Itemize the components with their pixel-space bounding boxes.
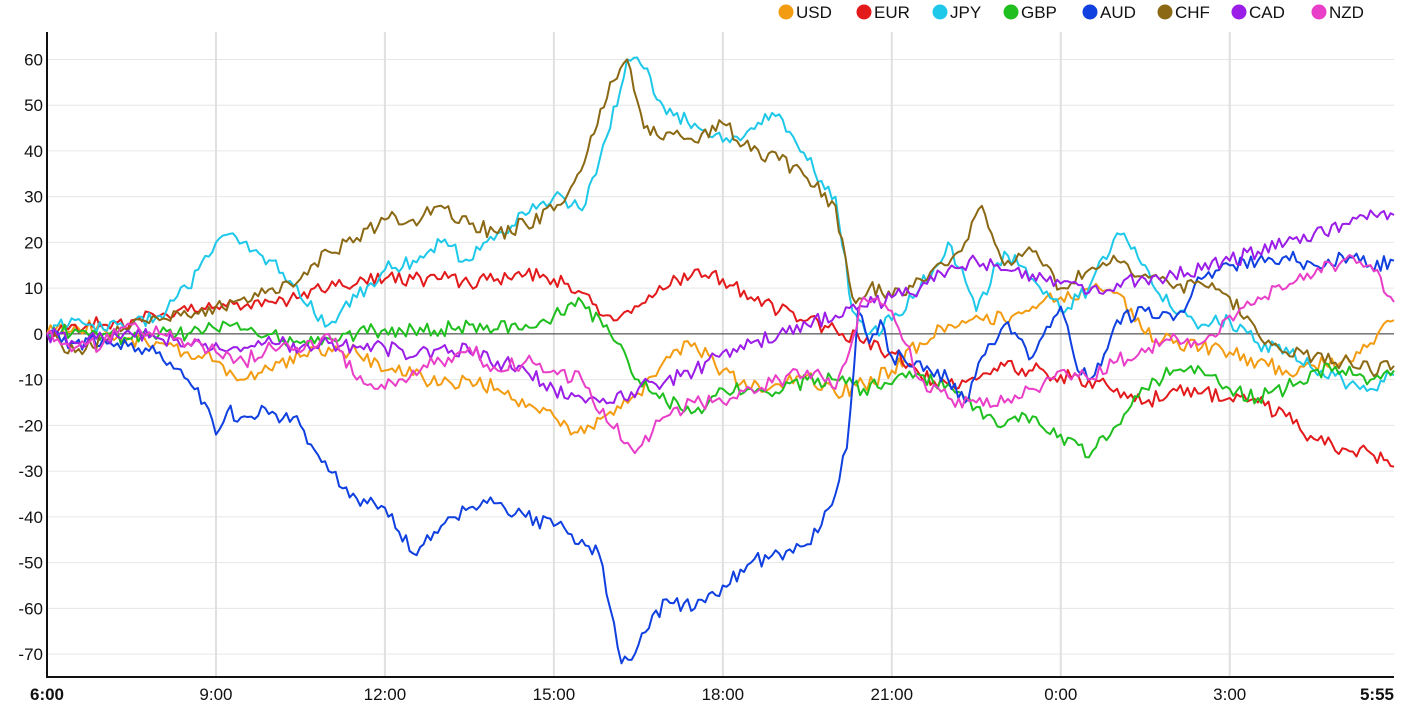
legend-item-gbp[interactable]: GBP xyxy=(1003,3,1057,22)
legend-swatch xyxy=(1231,4,1247,20)
x-tick-label: 15:00 xyxy=(533,685,576,704)
y-axis: 60 50 40 30 20 10 0 -10 -20 -30 -40 -50 -60 -70 xyxy=(18,32,48,678)
y-tick-label: 50 xyxy=(24,96,43,115)
x-axis: 6:00 9:00 12:00 15:00 18:00 21:00 0:00 3:00 5:55 xyxy=(30,676,1394,704)
y-tick-label: -50 xyxy=(18,554,43,573)
y-tick-label: -60 xyxy=(18,599,43,618)
legend-label: AUD xyxy=(1100,3,1136,22)
y-tick-label: 30 xyxy=(24,188,43,207)
y-tick-label: 20 xyxy=(24,233,43,252)
x-tick-label: 12:00 xyxy=(364,685,407,704)
series-lines xyxy=(46,56,1395,665)
legend-swatch xyxy=(1003,4,1019,20)
series-line-usd xyxy=(46,282,1395,436)
series-line-chf xyxy=(46,58,1395,378)
legend[interactable]: USD EUR JPY GBP AUD CHF CAD NZD xyxy=(778,3,1364,22)
legend-item-cad[interactable]: CAD xyxy=(1231,3,1285,22)
x-tick-label: 0:00 xyxy=(1044,685,1077,704)
legend-swatch xyxy=(1311,4,1327,20)
legend-swatch xyxy=(932,4,948,20)
x-tick-label: 21:00 xyxy=(871,685,914,704)
y-tick-label: -30 xyxy=(18,462,43,481)
series-line-eur xyxy=(46,267,1395,468)
y-tick-label: -10 xyxy=(18,371,43,390)
legend-label: CAD xyxy=(1249,3,1285,22)
y-tick-label: 40 xyxy=(24,142,43,161)
legend-swatch xyxy=(856,4,872,20)
series-line-nzd xyxy=(46,254,1395,455)
series-line-aud xyxy=(46,250,1395,665)
legend-label: JPY xyxy=(950,3,981,22)
legend-item-aud[interactable]: AUD xyxy=(1082,3,1136,22)
y-tick-label: -40 xyxy=(18,508,43,527)
legend-label: NZD xyxy=(1329,3,1364,22)
x-tick-label: 9:00 xyxy=(199,685,232,704)
y-tick-label: -70 xyxy=(18,645,43,664)
legend-item-nzd[interactable]: NZD xyxy=(1311,3,1364,22)
legend-item-eur[interactable]: EUR xyxy=(856,3,910,22)
x-tick-label: 3:00 xyxy=(1213,685,1246,704)
x-tick-label: 5:55 xyxy=(1360,685,1394,704)
legend-label: EUR xyxy=(874,3,910,22)
x-tick-label: 18:00 xyxy=(702,685,745,704)
legend-label: USD xyxy=(796,3,832,22)
y-tick-label: -20 xyxy=(18,416,43,435)
legend-item-usd[interactable]: USD xyxy=(778,3,832,22)
y-tick-label: 0 xyxy=(34,325,43,344)
y-tick-label: 10 xyxy=(24,279,43,298)
legend-item-chf[interactable]: CHF xyxy=(1157,3,1210,22)
legend-swatch xyxy=(778,4,794,20)
x-tick-label: 6:00 xyxy=(30,685,64,704)
series-line-gbp xyxy=(46,296,1395,459)
series-line-jpy xyxy=(46,56,1395,392)
legend-swatch xyxy=(1082,4,1098,20)
series-line-cad xyxy=(46,209,1395,405)
legend-label: CHF xyxy=(1175,3,1210,22)
legend-swatch xyxy=(1157,4,1173,20)
legend-item-jpy[interactable]: JPY xyxy=(932,3,982,22)
legend-label: GBP xyxy=(1021,3,1057,22)
y-tick-label: 60 xyxy=(24,50,43,69)
